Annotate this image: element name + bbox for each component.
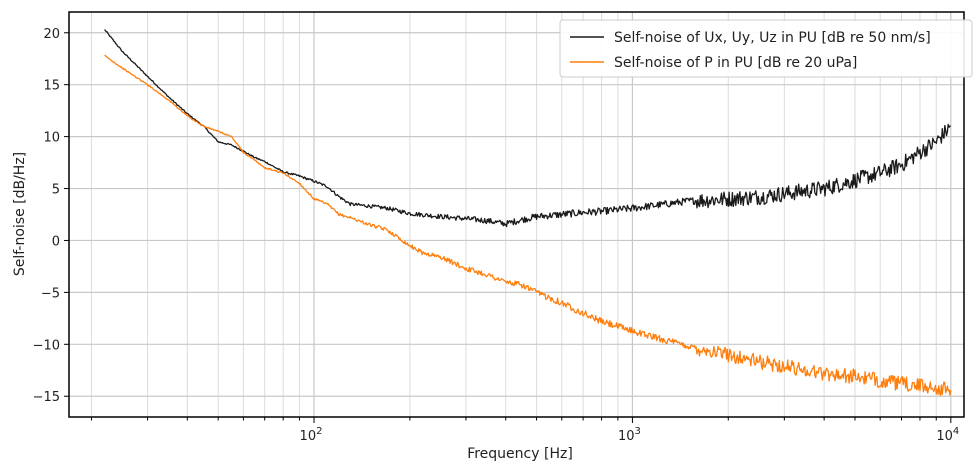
y-tick-label: −5 (41, 286, 60, 301)
series-p-line (104, 54, 952, 396)
x-axis-ticks: 102 103 104 (90, 417, 959, 444)
x-axis-label: Frequency [Hz] (467, 446, 573, 462)
x-tick-label: 102 (300, 426, 323, 444)
y-tick-label: −15 (33, 390, 60, 405)
legend-label-ux-uy-uz: Self-noise of Ux, Uy, Uz in PU [dB re 50… (614, 30, 931, 46)
legend-box (559, 19, 973, 78)
y-tick-label: 5 (52, 183, 60, 198)
series-layer (104, 29, 952, 396)
y-tick-label: 10 (43, 131, 60, 146)
grid (69, 12, 964, 417)
y-axis-label: Self-noise [dB/Hz] (12, 152, 28, 276)
y-tick-label: 15 (43, 79, 60, 94)
x-tick-label: 103 (618, 426, 641, 444)
legend-label-p: Self-noise of P in PU [dB re 20 uPa] (614, 55, 857, 71)
y-tick-label: 20 (43, 27, 60, 42)
legend: Self-noise of Ux, Uy, Uz in PU [dB re 50… (559, 19, 973, 78)
x-tick-label: 104 (936, 426, 959, 444)
plot-frame (68, 11, 965, 418)
y-tick-label: 0 (52, 234, 60, 249)
series-ux-uy-uz-line (104, 29, 951, 228)
y-axis-ticks: 20 15 10 5 0 −5 −10 −15 (33, 27, 69, 405)
y-tick-label: −10 (33, 338, 60, 353)
